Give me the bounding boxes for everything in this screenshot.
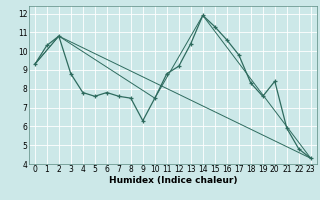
X-axis label: Humidex (Indice chaleur): Humidex (Indice chaleur) [108, 176, 237, 185]
